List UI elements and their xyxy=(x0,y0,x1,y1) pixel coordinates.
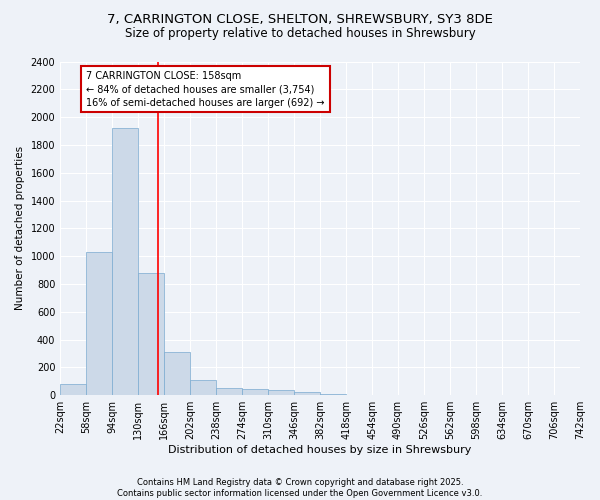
Bar xyxy=(60,384,86,395)
Bar xyxy=(294,392,320,395)
Bar xyxy=(268,390,294,395)
Bar xyxy=(164,352,190,395)
Text: 7, CARRINGTON CLOSE, SHELTON, SHREWSBURY, SY3 8DE: 7, CARRINGTON CLOSE, SHELTON, SHREWSBURY… xyxy=(107,12,493,26)
Bar xyxy=(242,389,268,395)
Y-axis label: Number of detached properties: Number of detached properties xyxy=(15,146,25,310)
Bar xyxy=(320,394,346,395)
Bar xyxy=(346,394,372,395)
Text: Contains HM Land Registry data © Crown copyright and database right 2025.
Contai: Contains HM Land Registry data © Crown c… xyxy=(118,478,482,498)
Bar xyxy=(138,273,164,395)
Bar xyxy=(190,380,216,395)
Text: Size of property relative to detached houses in Shrewsbury: Size of property relative to detached ho… xyxy=(125,28,475,40)
Bar xyxy=(216,388,242,395)
Bar xyxy=(86,252,112,395)
X-axis label: Distribution of detached houses by size in Shrewsbury: Distribution of detached houses by size … xyxy=(169,445,472,455)
Bar xyxy=(112,128,138,395)
Text: 7 CARRINGTON CLOSE: 158sqm
← 84% of detached houses are smaller (3,754)
16% of s: 7 CARRINGTON CLOSE: 158sqm ← 84% of deta… xyxy=(86,71,325,108)
